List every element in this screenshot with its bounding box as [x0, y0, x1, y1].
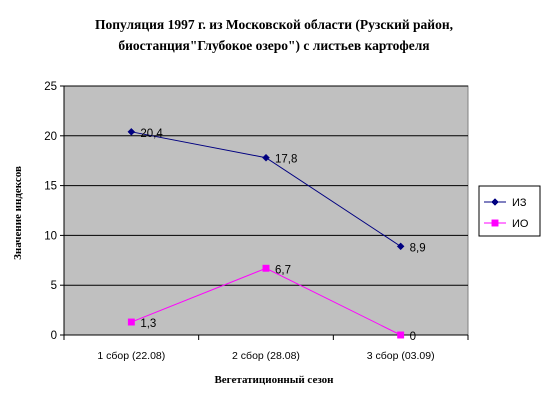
data-point	[396, 242, 405, 251]
y-tick-label: 20	[44, 131, 57, 143]
plot-area	[63, 85, 469, 336]
y-tick-labels: 0 5 10 15 20 25	[44, 81, 57, 342]
data-label: 17,8	[275, 154, 297, 166]
y-tick-label: 10	[44, 230, 57, 242]
legend: ИЗ ИО	[478, 185, 541, 237]
y-tick-label: 0	[51, 330, 57, 342]
legend-box	[478, 185, 541, 237]
data-point	[127, 127, 136, 136]
y-tick-label: 15	[44, 181, 57, 193]
data-label: 1,3	[140, 318, 156, 330]
x-axis-title: Вегетатиционный сезон	[214, 374, 334, 386]
x-tick-label: 3 сбор (03.09)	[367, 350, 435, 362]
legend-swatch-marker	[491, 219, 499, 227]
legend-swatch-marker	[491, 198, 499, 206]
legend-entry-label: ИО	[512, 218, 529, 230]
data-label: 20,4	[140, 128, 163, 140]
data-label: 8,9	[410, 242, 426, 254]
data-label: 0	[410, 331, 416, 343]
x-tick-label: 2 сбор (28.08)	[232, 350, 300, 362]
data-label: 6,7	[275, 264, 291, 276]
chart-title: Популяция 1997 г. из Московской области …	[95, 17, 453, 32]
x-tick-label: 1 сбор (22.08)	[97, 350, 165, 362]
data-point	[262, 153, 270, 162]
data-point	[262, 264, 270, 272]
data-point	[397, 331, 405, 339]
data-labels: 20,4 17,8 8,9 1,3 6,7 0	[140, 128, 425, 343]
x-tick-labels: 1 сбор (22.08) 2 сбор (28.08) 3 сбор (03.0…	[97, 350, 434, 362]
data-point	[127, 318, 135, 326]
y-tick-label: 25	[44, 81, 57, 93]
chart-subtitle: биостанция"Глубокое озеро") с листьев ка…	[118, 38, 429, 53]
gridlines	[64, 85, 468, 286]
legend-entry-label: ИЗ	[512, 197, 527, 209]
y-axis-title: Значение индексов	[12, 166, 24, 260]
series-group	[127, 127, 405, 339]
y-tick-label: 5	[51, 280, 57, 292]
